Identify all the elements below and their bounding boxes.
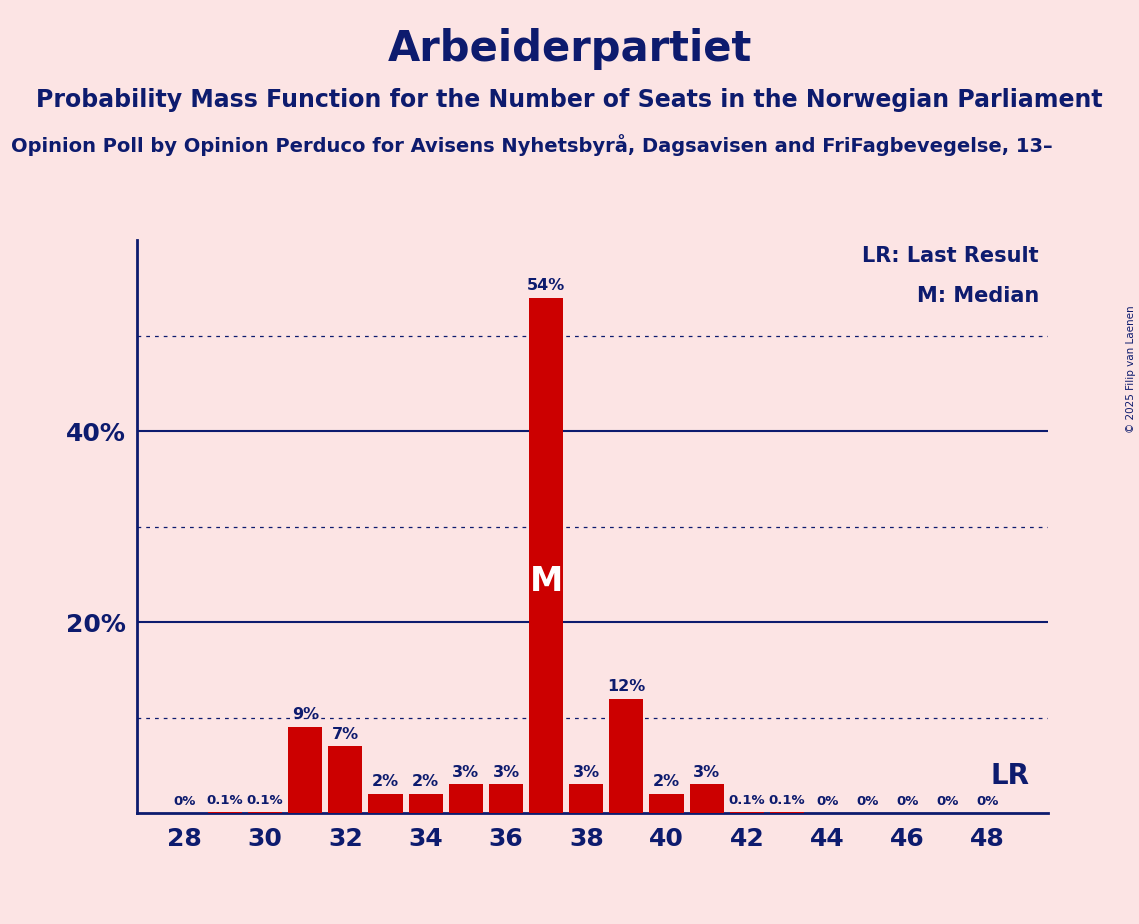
Text: 3%: 3% — [452, 765, 480, 780]
Bar — [609, 699, 644, 813]
Text: 0%: 0% — [936, 796, 959, 808]
Bar — [248, 812, 282, 813]
Text: LR: LR — [991, 762, 1030, 790]
Bar — [570, 784, 604, 813]
Text: © 2025 Filip van Laenen: © 2025 Filip van Laenen — [1126, 306, 1136, 433]
Text: 2%: 2% — [653, 774, 680, 789]
Bar — [528, 298, 563, 813]
Bar — [288, 727, 322, 813]
Text: 12%: 12% — [607, 679, 646, 694]
Bar — [730, 812, 764, 813]
Text: M: M — [530, 565, 563, 598]
Text: 0.1%: 0.1% — [206, 795, 244, 808]
Text: 3%: 3% — [492, 765, 519, 780]
Bar — [369, 794, 402, 813]
Text: 54%: 54% — [527, 278, 565, 293]
Text: 0.1%: 0.1% — [729, 795, 765, 808]
Text: 0.1%: 0.1% — [769, 795, 805, 808]
Text: 3%: 3% — [694, 765, 720, 780]
Text: 9%: 9% — [292, 708, 319, 723]
Text: 3%: 3% — [573, 765, 600, 780]
Bar — [208, 812, 243, 813]
Text: 2%: 2% — [412, 774, 440, 789]
Bar — [649, 794, 683, 813]
Bar — [770, 812, 804, 813]
Text: 0%: 0% — [816, 796, 838, 808]
Bar — [328, 747, 362, 813]
Text: Arbeiderpartiet: Arbeiderpartiet — [387, 28, 752, 69]
Text: 0%: 0% — [976, 796, 999, 808]
Bar — [489, 784, 523, 813]
Bar — [689, 784, 723, 813]
Text: 0%: 0% — [173, 796, 196, 808]
Bar — [409, 794, 443, 813]
Text: 7%: 7% — [331, 726, 359, 741]
Text: LR: Last Result: LR: Last Result — [862, 246, 1039, 266]
Text: 2%: 2% — [372, 774, 399, 789]
Bar — [449, 784, 483, 813]
Text: 0%: 0% — [896, 796, 918, 808]
Text: Opinion Poll by Opinion Perduco for Avisens Nyhetsbyrå, Dagsavisen and FriFagbev: Opinion Poll by Opinion Perduco for Avis… — [11, 134, 1054, 156]
Text: 0%: 0% — [857, 796, 878, 808]
Text: Probability Mass Function for the Number of Seats in the Norwegian Parliament: Probability Mass Function for the Number… — [36, 88, 1103, 112]
Text: 0.1%: 0.1% — [247, 795, 284, 808]
Text: M: Median: M: Median — [917, 286, 1039, 306]
